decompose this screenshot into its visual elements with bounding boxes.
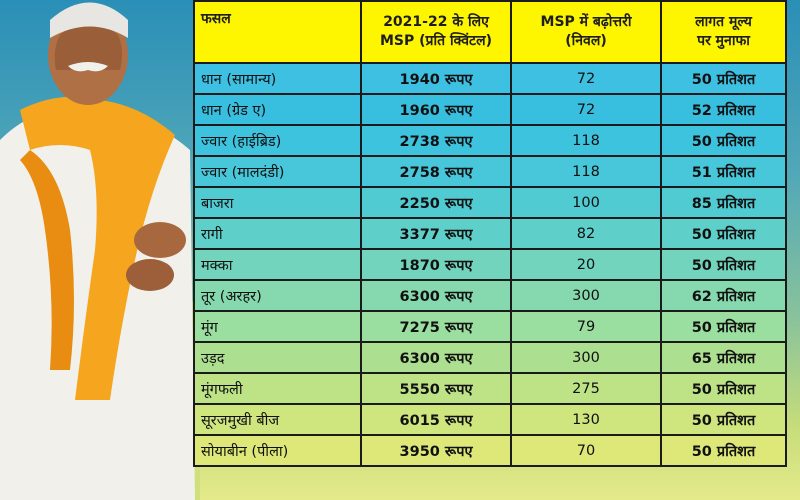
profit-cell: 85 प्रतिशत [660, 186, 787, 219]
msp-cell: 7275 रूपए [360, 310, 512, 343]
profit-cell: 50 प्रतिशत [660, 372, 787, 405]
crop-cell: ज्वार (मालदंडी) [193, 155, 362, 188]
crop-cell: मक्का [193, 248, 362, 281]
table-row: उड़द 6300 रूपए 300 65 प्रतिशत [193, 341, 787, 374]
crop-cell: धान (सामान्य) [193, 62, 362, 95]
table-row: धान (सामान्य) 1940 रूपए 72 50 प्रतिशत [193, 62, 787, 95]
crop-cell: धान (ग्रेड ए) [193, 93, 362, 126]
increase-cell: 79 [510, 310, 662, 343]
profit-cell: 50 प्रतिशत [660, 403, 787, 436]
msp-cell: 5550 रूपए [360, 372, 512, 405]
table-row: ज्वार (मालदंडी) 2758 रूपए 118 51 प्रतिशत [193, 155, 787, 188]
increase-cell: 118 [510, 124, 662, 157]
increase-cell: 20 [510, 248, 662, 281]
increase-cell: 70 [510, 434, 662, 467]
increase-cell: 275 [510, 372, 662, 405]
header-profit: लागत मूल्य पर मुनाफा [660, 0, 787, 64]
table-row: धान (ग्रेड ए) 1960 रूपए 72 52 प्रतिशत [193, 93, 787, 126]
increase-cell: 300 [510, 341, 662, 374]
table-row: मूंगफली 5550 रूपए 275 50 प्रतिशत [193, 372, 787, 405]
msp-cell: 2738 रूपए [360, 124, 512, 157]
profit-cell: 52 प्रतिशत [660, 93, 787, 126]
crop-cell: ज्वार (हाईब्रिड) [193, 124, 362, 157]
table-row: सूरजमुखी बीज 6015 रूपए 130 50 प्रतिशत [193, 403, 787, 436]
msp-cell: 2250 रूपए [360, 186, 512, 219]
profit-cell: 50 प्रतिशत [660, 62, 787, 95]
msp-cell: 3377 रूपए [360, 217, 512, 250]
crop-cell: तूर (अरहर) [193, 279, 362, 312]
crop-cell: रागी [193, 217, 362, 250]
table-row: रागी 3377 रूपए 82 50 प्रतिशत [193, 217, 787, 250]
msp-cell: 1940 रूपए [360, 62, 512, 95]
increase-cell: 130 [510, 403, 662, 436]
table-row: बाजरा 2250 रूपए 100 85 प्रतिशत [193, 186, 787, 219]
increase-cell: 72 [510, 62, 662, 95]
table-header-row: फसल 2021-22 के लिए MSP (प्रति क्विंटल) MS… [193, 0, 787, 64]
msp-cell: 2758 रूपए [360, 155, 512, 188]
msp-cell: 6300 रूपए [360, 279, 512, 312]
increase-cell: 118 [510, 155, 662, 188]
table-row: ज्वार (हाईब्रिड) 2738 रूपए 118 50 प्रतिशत [193, 124, 787, 157]
header-msp: 2021-22 के लिए MSP (प्रति क्विंटल) [360, 0, 512, 64]
crop-cell: सूरजमुखी बीज [193, 403, 362, 436]
profit-cell: 50 प्रतिशत [660, 434, 787, 467]
msp-cell: 6015 रूपए [360, 403, 512, 436]
increase-cell: 72 [510, 93, 662, 126]
crop-cell: बाजरा [193, 186, 362, 219]
profit-cell: 50 प्रतिशत [660, 217, 787, 250]
msp-table: फसल 2021-22 के लिए MSP (प्रति क्विंटल) MS… [193, 0, 787, 467]
profit-cell: 50 प्रतिशत [660, 310, 787, 343]
header-crop: फसल [193, 0, 362, 64]
profit-cell: 50 प्रतिशत [660, 248, 787, 281]
increase-cell: 100 [510, 186, 662, 219]
header-increase: MSP में बढ़ोत्तरी (निवल) [510, 0, 662, 64]
profit-cell: 51 प्रतिशत [660, 155, 787, 188]
farmer-figure [0, 2, 195, 500]
msp-cell: 1960 रूपए [360, 93, 512, 126]
crop-cell: सोयाबीन (पीला) [193, 434, 362, 467]
crop-cell: उड़द [193, 341, 362, 374]
profit-cell: 65 प्रतिशत [660, 341, 787, 374]
msp-cell: 3950 रूपए [360, 434, 512, 467]
crop-cell: मूंग [193, 310, 362, 343]
table-row: सोयाबीन (पीला) 3950 रूपए 70 50 प्रतिशत [193, 434, 787, 467]
profit-cell: 62 प्रतिशत [660, 279, 787, 312]
table-row: मक्का 1870 रूपए 20 50 प्रतिशत [193, 248, 787, 281]
increase-cell: 82 [510, 217, 662, 250]
crop-cell: मूंगफली [193, 372, 362, 405]
table-row: मूंग 7275 रूपए 79 50 प्रतिशत [193, 310, 787, 343]
profit-cell: 50 प्रतिशत [660, 124, 787, 157]
increase-cell: 300 [510, 279, 662, 312]
table-row: तूर (अरहर) 6300 रूपए 300 62 प्रतिशत [193, 279, 787, 312]
msp-cell: 6300 रूपए [360, 341, 512, 374]
msp-cell: 1870 रूपए [360, 248, 512, 281]
